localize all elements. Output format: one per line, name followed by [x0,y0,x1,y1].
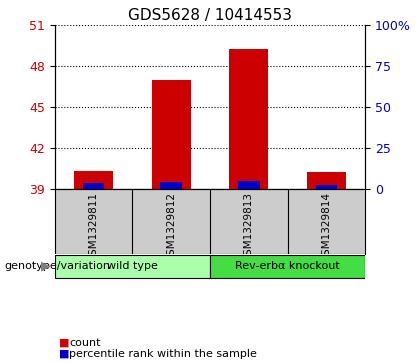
Text: ■: ■ [59,349,69,359]
Bar [55,255,210,278]
Bar [160,182,182,189]
Text: percentile rank within the sample: percentile rank within the sample [69,349,257,359]
Text: GSM1329814: GSM1329814 [322,192,331,262]
Bar [238,181,260,189]
Text: Rev-erbα knockout: Rev-erbα knockout [235,261,340,271]
Text: GSM1329811: GSM1329811 [89,192,98,262]
Text: count: count [69,338,101,348]
Bar [316,184,337,189]
Bar [152,80,191,189]
Text: genotype/variation: genotype/variation [4,261,110,271]
Bar [229,49,268,189]
Text: ■: ■ [59,338,69,348]
Bar [74,171,113,189]
Bar [210,255,365,278]
Text: GSM1329813: GSM1329813 [244,192,254,262]
Text: ▶: ▶ [41,260,50,273]
Text: GSM1329812: GSM1329812 [166,192,176,262]
Bar [83,183,104,189]
Text: wild type: wild type [107,261,158,271]
Title: GDS5628 / 10414553: GDS5628 / 10414553 [128,8,292,23]
Bar [307,172,346,189]
